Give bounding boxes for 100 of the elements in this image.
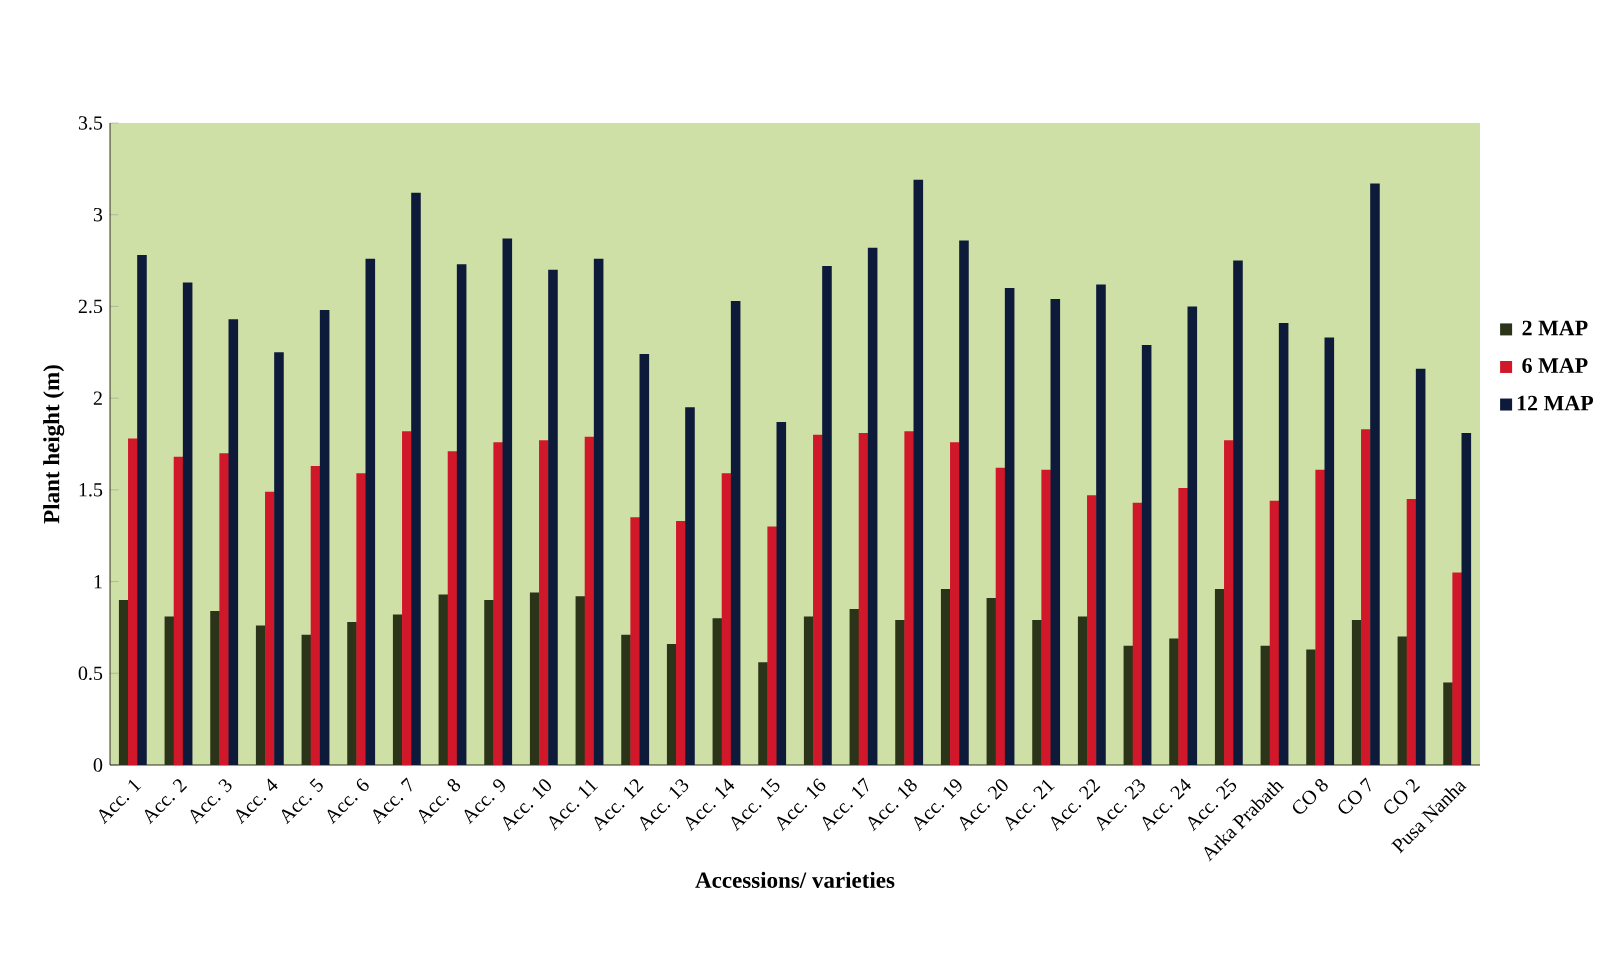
x-tick-label: Acc. 6 [327, 778, 369, 825]
bar [1306, 649, 1316, 765]
bar [1278, 322, 1289, 765]
bar [940, 588, 951, 765]
bar [1096, 284, 1106, 765]
bar [1004, 288, 1015, 765]
bar [1077, 616, 1088, 765]
bar [310, 466, 321, 765]
bar [301, 634, 312, 765]
x-tick-label: Acc. 5 [281, 778, 323, 825]
bar [128, 438, 138, 765]
bar [676, 521, 686, 765]
y-tick-label: 0.5 [78, 666, 103, 681]
legend-label: 12 MAP [1517, 395, 1594, 411]
bar [593, 258, 604, 765]
y-tick-label: 2 [93, 391, 102, 405]
bar [1087, 495, 1097, 765]
bar [219, 453, 229, 765]
bar [529, 592, 540, 765]
bar [1324, 337, 1335, 765]
bar [986, 598, 997, 765]
bar [767, 526, 777, 765]
bar [858, 433, 869, 765]
bar [1443, 682, 1453, 765]
bar [1169, 638, 1179, 765]
bar [447, 451, 458, 765]
bar [666, 643, 677, 765]
bar [1187, 306, 1198, 765]
bar [685, 407, 695, 765]
bar [1351, 620, 1362, 765]
bar [950, 442, 960, 765]
bar [959, 240, 969, 765]
bar [1214, 588, 1225, 765]
bar [118, 599, 129, 765]
bar [164, 616, 175, 765]
x-tick-label: CO 7 [1338, 777, 1371, 814]
bar [1178, 488, 1188, 765]
bar [1315, 469, 1325, 765]
bar [1397, 636, 1408, 765]
bar [721, 473, 732, 765]
y-axis-title: Plant height (m) [43, 365, 65, 524]
y-tick-label: 3.5 [78, 116, 103, 130]
bar [456, 264, 467, 765]
bar [137, 255, 147, 765]
bar [365, 258, 376, 765]
bar [255, 625, 266, 765]
bar [502, 238, 513, 765]
bar [758, 662, 768, 765]
y-tick-label: 2.5 [78, 299, 103, 314]
bar [584, 436, 595, 765]
bar [913, 179, 924, 765]
bar [356, 473, 366, 765]
bar [1132, 502, 1143, 765]
bar [1370, 183, 1380, 765]
bar [1123, 645, 1134, 765]
x-tick-label: Acc. 1 [99, 779, 142, 825]
legend-label: 2 MAP [1522, 320, 1588, 336]
bar [1041, 469, 1051, 765]
y-tick-label: 1 [94, 574, 102, 589]
bar [392, 614, 403, 765]
bar [1269, 500, 1280, 765]
bar [484, 599, 494, 765]
bar [1032, 620, 1042, 765]
bar [1415, 368, 1426, 765]
bar [1361, 429, 1371, 765]
bar [1141, 344, 1152, 765]
bar [730, 300, 741, 765]
bar [639, 354, 650, 765]
x-tick-label: CO 8 [1292, 779, 1328, 814]
x-tick-label: Acc. 3 [190, 779, 232, 825]
bar [803, 616, 814, 765]
bar [1461, 433, 1472, 765]
bar [1224, 440, 1234, 765]
bar [228, 319, 239, 765]
bar [411, 192, 421, 765]
bar [347, 621, 357, 765]
bar [274, 352, 284, 765]
y-tick-label: 1.5 [79, 483, 103, 497]
bar [265, 491, 275, 765]
bar [210, 610, 220, 765]
bar [1050, 299, 1061, 765]
bar [182, 282, 193, 765]
bar [319, 310, 330, 765]
bar [173, 456, 184, 765]
bar [1452, 572, 1462, 765]
x-tick-label: Acc. 4 [236, 778, 278, 825]
y-tick-label: 3 [93, 208, 103, 222]
bar [904, 431, 914, 765]
bar [712, 618, 723, 765]
bar [1233, 260, 1243, 765]
bar [621, 634, 631, 765]
x-tick-label: Acc. 7 [373, 777, 412, 825]
legend-label: 6 MAP [1522, 358, 1588, 373]
y-tick-label: 0 [93, 758, 103, 772]
bar [867, 247, 878, 765]
bar [849, 609, 860, 765]
bar [995, 467, 1006, 765]
bar [575, 596, 586, 765]
bar [813, 434, 823, 765]
x-axis-title: Accessions/ varieties [695, 871, 895, 888]
